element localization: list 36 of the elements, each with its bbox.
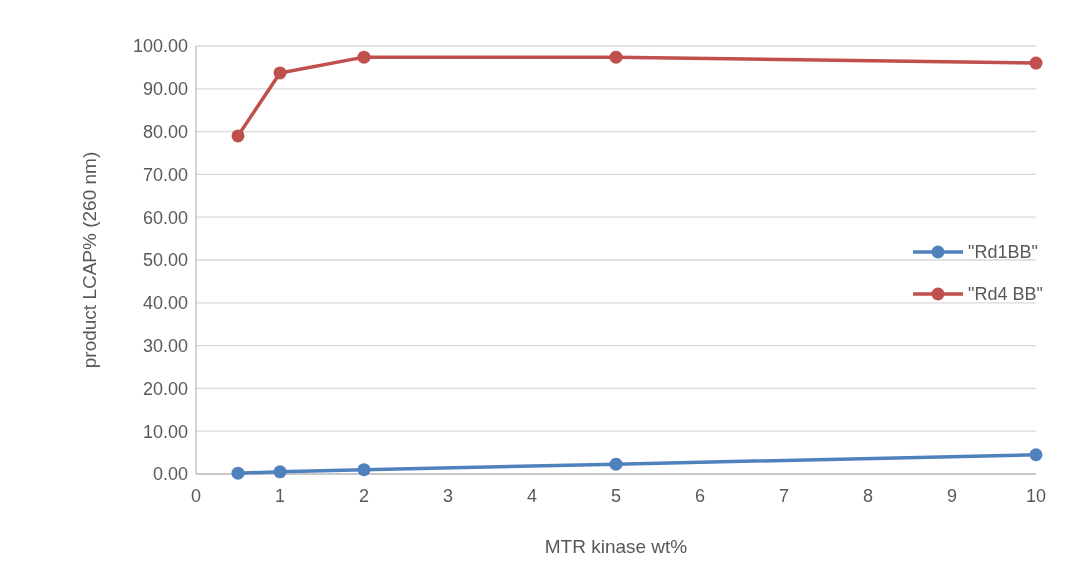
y-tick-label: 90.00 (142, 79, 188, 100)
y-tick-label: 40.00 (142, 293, 188, 314)
y-tick-label: 60.00 (142, 207, 188, 228)
point (231, 466, 245, 480)
x-tick-label: 6 (694, 486, 706, 506)
y-tick-label: 50.00 (142, 250, 188, 271)
point (231, 129, 245, 143)
x-tick-label: 10 (1025, 486, 1047, 506)
x-tick-label: 4 (526, 486, 538, 506)
point (357, 50, 371, 64)
y-tick-label: 100.00 (132, 36, 188, 57)
x-tick-label: 8 (862, 486, 874, 506)
x-tick-label: 1 (274, 486, 286, 506)
point (273, 66, 287, 80)
legend-label: "Rd4 BB" (968, 284, 1043, 305)
x-tick-label: 0 (190, 486, 202, 506)
legend-label: "Rd1BB" (968, 242, 1038, 263)
x-tick-label: 9 (946, 486, 958, 506)
x-tick-label: 3 (442, 486, 454, 506)
y-tick-label: 20.00 (142, 378, 188, 399)
y-tick-label: 10.00 (142, 421, 188, 442)
point (609, 50, 623, 64)
y-tick-label: 30.00 (142, 335, 188, 356)
y-tick-label: 0.00 (152, 464, 188, 485)
y-tick-label: 80.00 (142, 121, 188, 142)
y-axis-title: product LCAP% (260 nm) (79, 151, 100, 369)
point (609, 457, 623, 471)
x-tick-label: 7 (778, 486, 790, 506)
point (273, 465, 287, 479)
x-tick-label: 5 (610, 486, 622, 506)
x-tick-label: 2 (358, 486, 370, 506)
point (357, 463, 371, 477)
x-axis-title: MTR kinase wt% (544, 536, 688, 557)
point (1029, 448, 1043, 462)
point (1029, 56, 1043, 70)
y-tick-label: 70.00 (142, 164, 188, 185)
